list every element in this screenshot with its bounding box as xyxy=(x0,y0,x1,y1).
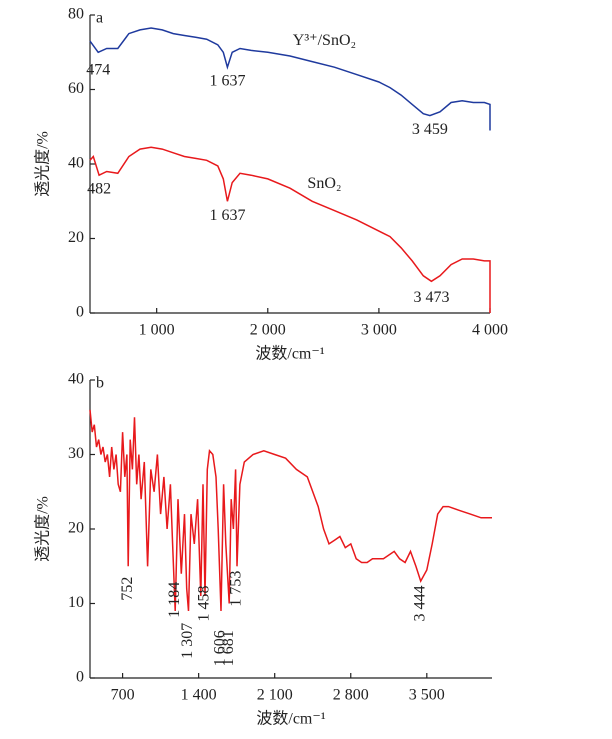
peak-label: 1 637 xyxy=(209,207,245,224)
y-tick-label: 0 xyxy=(76,669,84,686)
peak-label: 1 307 xyxy=(179,623,196,659)
series-label: SnO₂ xyxy=(307,175,341,192)
y-tick-label: 40 xyxy=(68,371,84,388)
x-tick-label: 1 000 xyxy=(139,322,175,339)
peak-label: 3 459 xyxy=(412,121,448,138)
series-label: Y³⁺/SnO₂ xyxy=(293,32,356,49)
y-axis-label: 透光度/% xyxy=(34,496,52,562)
panel-label: a xyxy=(96,10,103,27)
y-tick-label: 30 xyxy=(68,445,84,462)
peak-label: 1 753 xyxy=(228,571,245,607)
x-tick-label: 3 500 xyxy=(409,687,445,704)
y-tick-label: 60 xyxy=(68,80,84,97)
y-axis-label: 透光度/% xyxy=(34,131,52,197)
x-tick-label: 700 xyxy=(111,687,135,704)
x-tick-label: 2 000 xyxy=(250,322,286,339)
peak-label: 752 xyxy=(119,577,136,601)
y-tick-label: 20 xyxy=(68,229,84,246)
x-axis-label: 波数/cm⁻¹ xyxy=(255,345,324,363)
spectrum-line xyxy=(89,409,492,612)
y-tick-label: 40 xyxy=(68,155,84,172)
spectrum-line xyxy=(89,27,491,131)
y-tick-label: 10 xyxy=(68,594,84,611)
peak-label: 482 xyxy=(87,181,111,198)
y-tick-label: 80 xyxy=(68,6,84,23)
x-tick-label: 3 000 xyxy=(361,322,397,339)
peak-label: 474 xyxy=(86,62,110,79)
x-tick-label: 2 100 xyxy=(257,687,293,704)
peak-label: 1 681 xyxy=(220,630,237,666)
y-tick-label: 20 xyxy=(68,520,84,537)
spectrum-line xyxy=(89,146,491,313)
y-tick-label: 0 xyxy=(76,304,84,321)
peak-label: 1 637 xyxy=(209,73,245,90)
peak-label: 1 606 xyxy=(212,630,229,666)
x-tick-label: 4 000 xyxy=(472,322,508,339)
peak-label: 1 458 xyxy=(196,586,213,622)
panel-label: b xyxy=(96,375,104,392)
x-axis-label: 波数/cm⁻¹ xyxy=(256,710,325,728)
x-tick-label: 2 800 xyxy=(333,687,369,704)
peak-label: 3 473 xyxy=(413,289,449,306)
peak-label: 1 184 xyxy=(166,582,183,618)
x-tick-label: 1 400 xyxy=(181,687,217,704)
peak-label: 3 444 xyxy=(411,586,428,622)
